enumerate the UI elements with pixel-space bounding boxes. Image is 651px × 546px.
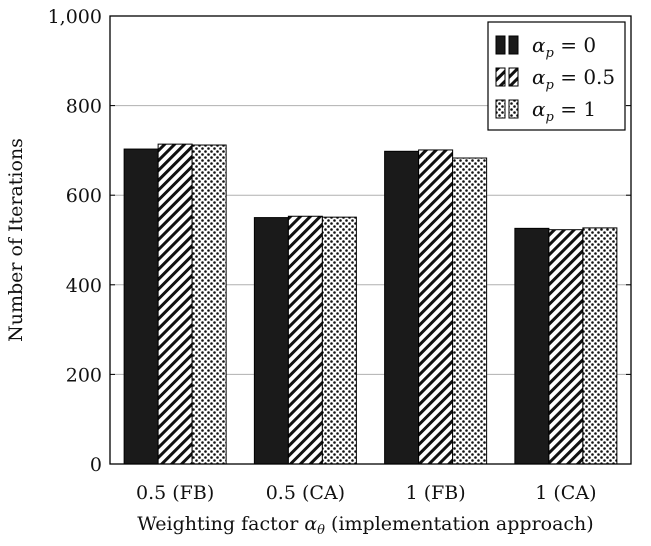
y-tick-label: 1,000 (48, 6, 102, 28)
legend: αp = 0αp = 0.5αp = 1 (487, 21, 626, 131)
bar (582, 227, 618, 465)
x-tick-label: 0.5 (FB) (136, 482, 214, 504)
legend-label-alpha: α (532, 97, 546, 121)
y-tick-label: 0 (90, 454, 102, 476)
legend-label-value: = 0 (554, 33, 596, 57)
x-axis-title-rest: (implementation approach) (325, 513, 594, 535)
bar (452, 157, 488, 465)
legend-label-subscript: p (546, 46, 555, 61)
y-tick-label: 400 (66, 275, 102, 297)
x-axis-title-subscript: θ (317, 523, 325, 538)
legend-label: αp = 0 (532, 33, 596, 61)
legend-label-subscript: p (546, 78, 555, 93)
legend-swatch-part (495, 99, 506, 119)
bar (191, 144, 227, 465)
y-tick-label: 200 (66, 364, 102, 386)
legend-swatch-part (508, 35, 519, 55)
legend-swatch (495, 35, 519, 55)
bar (123, 148, 159, 465)
plot-frame (109, 15, 632, 465)
bar (157, 143, 193, 465)
x-tick-label: 1 (FB) (406, 482, 466, 504)
legend-swatch-part (495, 67, 506, 87)
y-tick-label: 800 (66, 96, 102, 118)
legend-label-alpha: α (532, 65, 546, 89)
bars (123, 143, 618, 465)
legend-label-value: = 1 (554, 97, 596, 121)
legend-swatch-part (508, 99, 519, 119)
legend-swatch (495, 99, 519, 119)
x-tick-label: 1 (CA) (535, 482, 596, 504)
legend-label-subscript: p (546, 110, 555, 125)
legend-label-value: = 0.5 (554, 65, 615, 89)
legend-swatch (495, 67, 519, 87)
x-axis-title: Weighting factor αθ (implementation appr… (137, 513, 593, 538)
legend-label-alpha: α (532, 33, 546, 57)
bar (514, 227, 550, 465)
bar (287, 215, 323, 465)
x-tick-label: 0.5 (CA) (266, 482, 345, 504)
legend-label: αp = 0.5 (532, 65, 615, 93)
y-axis-ticks: 0 200 400 600 800 1,000 (48, 6, 631, 476)
legend-label: αp = 1 (532, 97, 596, 125)
bar (253, 217, 289, 465)
x-axis-ticks: 0.5 (FB) 0.5 (CA) 1 (FB) 1 (CA) (136, 482, 596, 504)
y-tick-label: 600 (66, 185, 102, 207)
x-axis-title-text: Weighting factor (137, 513, 304, 535)
x-axis-title-alpha: α (304, 513, 317, 535)
bar (548, 229, 584, 465)
bar (384, 150, 420, 465)
bar (321, 216, 357, 465)
bar (418, 149, 454, 465)
legend-swatch-part (508, 67, 519, 87)
legend-swatch-part (495, 35, 506, 55)
y-axis-title: Number of Iterations (5, 138, 27, 342)
